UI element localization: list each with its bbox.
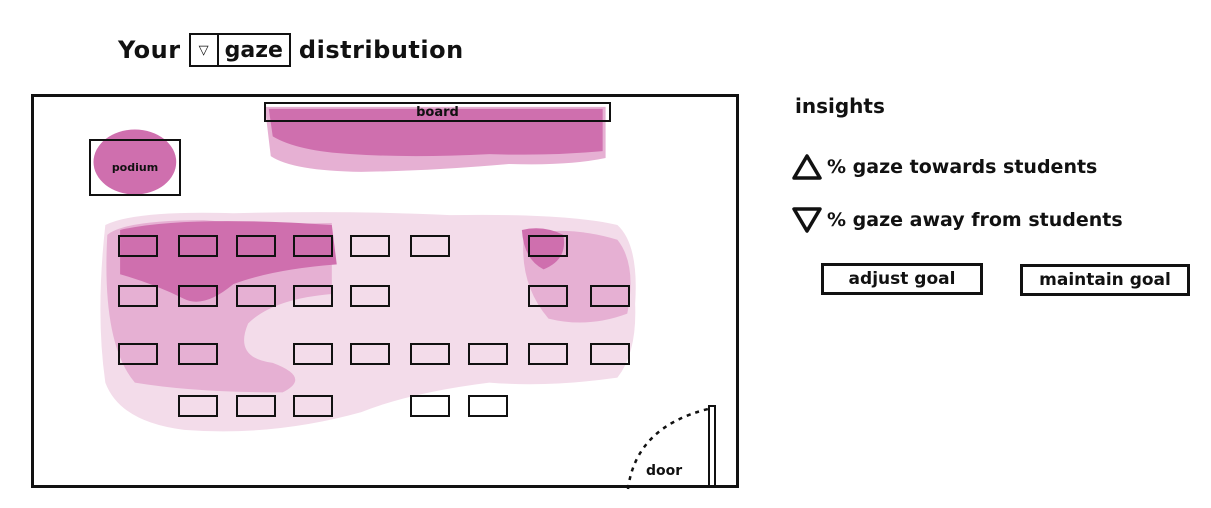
podium: podium — [89, 139, 181, 196]
door — [708, 405, 716, 487]
desk[interactable] — [410, 343, 450, 365]
heat-zone-podium — [93, 129, 177, 195]
insight-text: % gaze towards students — [827, 156, 1098, 178]
maintain-goal-button[interactable]: maintain goal — [1020, 264, 1190, 296]
title-prefix: Your — [118, 36, 181, 64]
desk[interactable] — [468, 343, 508, 365]
insight-text: % gaze away from students — [827, 209, 1123, 231]
desk[interactable] — [236, 285, 276, 307]
desk[interactable] — [178, 285, 218, 307]
desk[interactable] — [178, 235, 218, 257]
desk[interactable] — [590, 285, 630, 307]
desk[interactable] — [350, 343, 390, 365]
desk[interactable] — [293, 235, 333, 257]
desk[interactable] — [178, 343, 218, 365]
desk[interactable] — [293, 343, 333, 365]
desk[interactable] — [528, 285, 568, 307]
door-swing-arc — [626, 407, 709, 490]
board-label: board — [416, 104, 459, 120]
adjust-goal-button[interactable]: adjust goal — [821, 263, 983, 295]
desk[interactable] — [350, 235, 390, 257]
desk[interactable] — [236, 395, 276, 417]
insight-away-from-students: % gaze away from students — [791, 206, 1123, 234]
desk[interactable] — [293, 395, 333, 417]
desk[interactable] — [118, 285, 158, 307]
title-suffix: distribution — [298, 36, 464, 64]
desk[interactable] — [410, 235, 450, 257]
desk[interactable] — [118, 235, 158, 257]
desk[interactable] — [528, 343, 568, 365]
desk[interactable] — [410, 395, 450, 417]
insight-towards-students: % gaze towards students — [791, 153, 1097, 181]
triangle-up-icon — [792, 154, 822, 180]
gaze-heatmap — [93, 106, 636, 432]
door-label: door — [646, 463, 683, 479]
triangle-down-icon — [792, 207, 822, 233]
dropdown-arrow-icon[interactable]: ▽ — [191, 35, 219, 65]
desk[interactable] — [350, 285, 390, 307]
desk[interactable] — [293, 285, 333, 307]
desk[interactable] — [236, 235, 276, 257]
board: board — [264, 102, 611, 122]
desk[interactable] — [528, 235, 568, 257]
desk[interactable] — [590, 343, 630, 365]
insights-title: insights — [795, 94, 885, 118]
metric-dropdown[interactable]: ▽ gaze — [188, 33, 291, 67]
heat-zone-front-high — [120, 221, 337, 302]
desk[interactable] — [118, 343, 158, 365]
desk[interactable] — [468, 395, 508, 417]
page-title: Your ▽ gaze distribution — [118, 30, 464, 70]
heat-zone-right-high — [521, 228, 565, 270]
podium-label: podium — [111, 161, 159, 174]
desk[interactable] — [178, 395, 218, 417]
classroom-map: board podium door — [31, 94, 739, 490]
metric-dropdown-value: gaze — [224, 37, 283, 63]
